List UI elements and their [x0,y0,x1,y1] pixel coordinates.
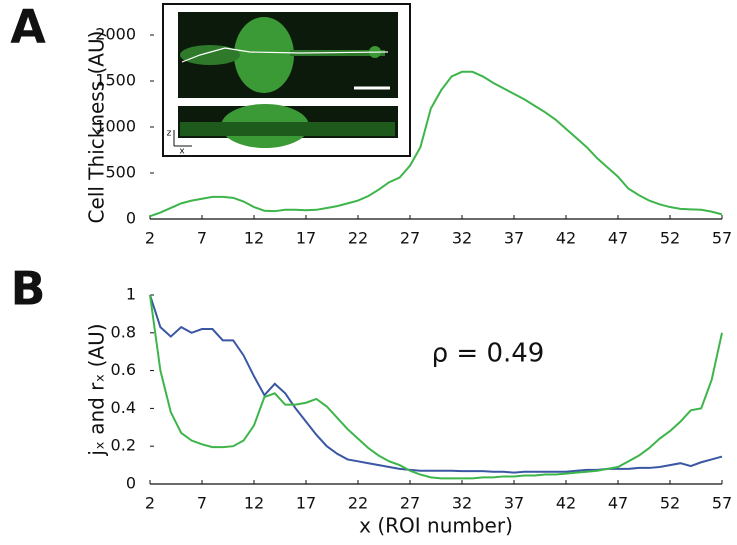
x-tick-label: 42 [556,494,576,513]
y-tick-label: 1 [126,285,136,304]
y-axis-label: jₓ and rₓ (AU) [85,323,109,456]
x-tick-label: 27 [400,494,420,513]
data-line [149,70,723,218]
y-axis-label: Cell Thickness (AU) [85,31,109,224]
x-tick-label: 7 [197,229,207,248]
data-line [149,294,723,474]
y-tick-label: 0.2 [111,436,136,455]
trace-line [181,47,389,63]
x-tick-label: 47 [608,229,628,248]
inset-axis-label: z [167,129,172,139]
x-tick-label: 22 [348,494,368,513]
y-tick-label: 500 [105,163,136,182]
x-tick-label: 7 [197,494,207,513]
data-line [149,294,723,480]
y-tick-label: 1000 [95,117,136,136]
x-tick-label: 37 [504,494,524,513]
x-tick-label: 27 [400,229,420,248]
x-tick-label: 2 [145,229,155,248]
annotation: ρ = 0.49 [432,339,545,369]
x-tick-label: 37 [504,229,524,248]
y-tick-label: 0.6 [111,360,136,379]
y-tick-label: 0 [126,209,136,228]
inset-axis-label: x [179,147,185,157]
inset: z x [162,3,411,157]
x-tick-label: 22 [348,229,368,248]
x-tick-label: 12 [244,494,264,513]
panel-label: B [10,262,45,316]
cell-process [180,45,240,65]
cell-body [234,17,294,93]
x-tick-label: 17 [296,494,316,513]
x-tick-label: 32 [452,494,472,513]
cell-section [180,122,395,136]
y-tick-label: 1500 [95,71,136,90]
x-tick-label: 52 [660,494,680,513]
x-tick-label: 52 [660,229,680,248]
panel-label: A [10,0,46,54]
x-tick-label: 2 [145,494,155,513]
y-tick-label: 2000 [95,25,136,44]
x-axis-label: x (ROI number) [359,514,513,538]
x-tick-label: 42 [556,229,576,248]
x-tick-label: 57 [712,229,732,248]
x-tick-label: 47 [608,494,628,513]
y-tick-label: 0.8 [111,322,136,341]
x-tick-label: 12 [244,229,264,248]
y-tick-label: 0.4 [111,398,136,417]
x-tick-label: 57 [712,494,732,513]
x-tick-label: 17 [296,229,316,248]
x-tick-label: 32 [452,229,472,248]
y-tick-label: 0 [126,474,136,493]
